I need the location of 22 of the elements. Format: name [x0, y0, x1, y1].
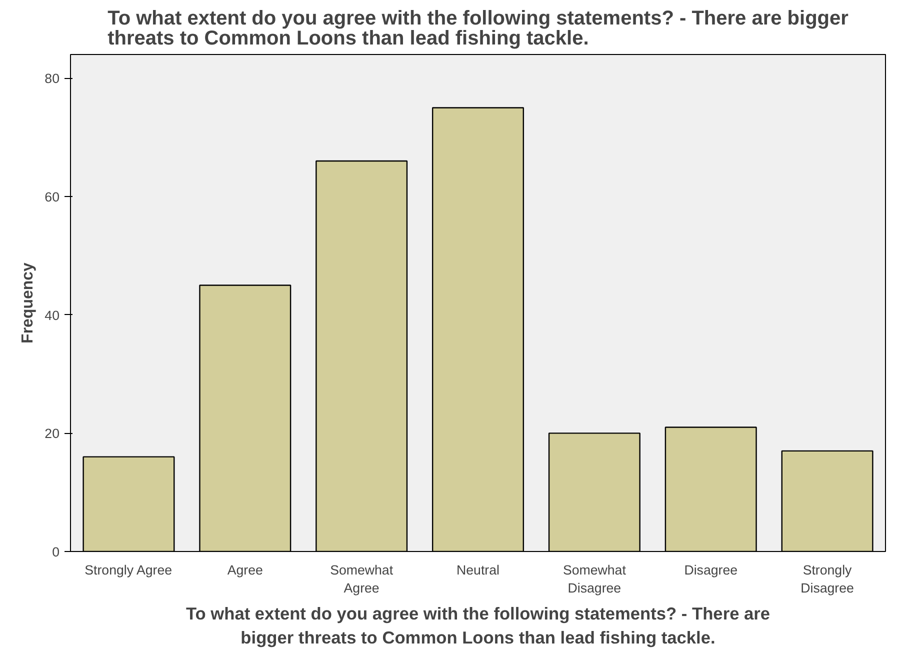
y-tick-label: 20: [44, 426, 60, 442]
x-tick-label: Strongly Agree: [84, 562, 172, 578]
bar: [548, 432, 640, 552]
bar: [664, 426, 757, 552]
x-axis-title: To what extent do you agree with the following statements? - There are bigger threats to Common Loons than lead fishing tackle.: [186, 604, 770, 648]
x-tick-label: Somewhat Agree: [330, 562, 394, 596]
x-tick-label: Strongly Disagree: [800, 562, 854, 596]
y-tick-label: 0: [52, 544, 60, 560]
bar: [781, 450, 874, 552]
y-tick-label: 80: [44, 71, 60, 86]
x-tick-label: Disagree: [684, 562, 738, 578]
chart-title: To what extent do you agree with the following statements? - There are bigger threats to Common Loons than lead fishing tackle.: [108, 8, 849, 50]
bar: [82, 456, 175, 552]
x-tick-label: Agree: [227, 562, 263, 578]
y-tick-label: 40: [44, 308, 60, 323]
bar: [316, 160, 408, 552]
y-tick-label: 60: [44, 190, 60, 204]
bar: [199, 284, 292, 552]
y-axis-title: Frequency: [20, 262, 37, 344]
x-tick-label: Neutral: [456, 562, 500, 578]
bar: [432, 107, 524, 552]
x-tick-label: Somewhat Disagree: [562, 562, 626, 596]
